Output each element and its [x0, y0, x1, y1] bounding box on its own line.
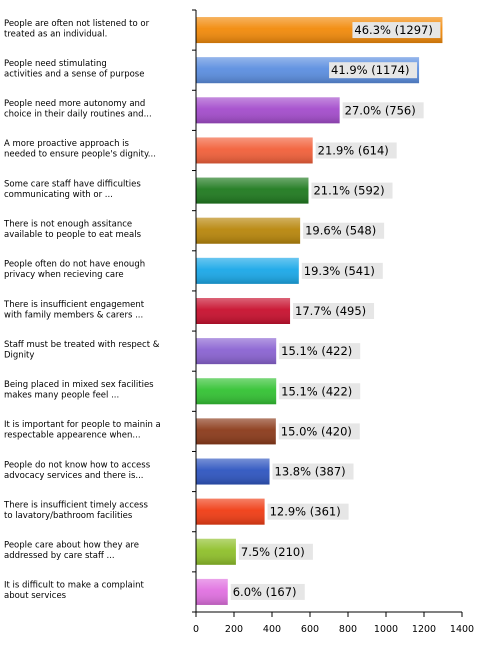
x-tick-label: 600: [301, 624, 319, 635]
category-label: available to people to eat meals: [4, 230, 142, 240]
category-label: There is insufficient engagement: [3, 300, 145, 310]
data-label-box: [272, 463, 354, 480]
data-label: 21.1% (592): [313, 184, 384, 198]
data-label-box: [342, 102, 424, 119]
category-label: addressed by care staff ...: [4, 551, 115, 561]
category-label: with family members & carers ...: [4, 310, 143, 320]
category-label: Being placed in mixed sex facilities: [4, 380, 154, 390]
data-label-box: [301, 262, 383, 279]
bar-shade: [196, 498, 265, 525]
x-tick-label: 800: [339, 624, 357, 635]
x-tick-label: 200: [225, 624, 243, 635]
category-label: There is insufficient timely access: [3, 500, 149, 510]
data-label: 46.3% (1297): [354, 23, 432, 37]
category-label: choice in their daily routines and...: [4, 110, 152, 120]
data-label: 19.6% (548): [305, 224, 376, 238]
category-label: It is important for people to mainin a: [4, 420, 161, 430]
data-label: 12.9% (361): [270, 505, 341, 519]
data-label: 21.9% (614): [318, 143, 389, 157]
data-label: 15.1% (422): [281, 344, 352, 358]
category-label: People do not know how to access: [4, 460, 151, 470]
bar-shade: [196, 177, 309, 204]
data-label-box: [279, 383, 361, 400]
x-tick-label: 400: [263, 624, 281, 635]
bar-shade: [196, 538, 236, 565]
category-label: It is difficult to make a complaint: [4, 581, 145, 591]
data-label: 15.0% (420): [281, 424, 352, 438]
category-label: privacy when recieving care: [4, 270, 124, 280]
category-label: People need stimulating: [4, 59, 107, 69]
data-label: 17.7% (495): [295, 304, 366, 318]
bar-shade: [196, 97, 340, 124]
bar-shade: [196, 217, 301, 244]
category-label: advocacy services and there is...: [4, 471, 143, 481]
bar-shade: [196, 338, 277, 365]
category-label: A more proactive approach is: [4, 139, 130, 149]
data-label-box: [315, 142, 397, 159]
data-label-box: [230, 583, 305, 600]
data-label: 19.3% (541): [304, 264, 375, 278]
data-label: 13.8% (387): [275, 465, 346, 479]
data-label: 15.1% (422): [281, 384, 352, 398]
category-label: treated as an individual.: [4, 29, 107, 39]
category-label: activities and a sense of purpose: [4, 69, 144, 79]
category-label: makes many people feel ...: [4, 391, 119, 401]
category-label: People often do not have enough: [4, 260, 145, 270]
data-label-box: [352, 22, 441, 39]
category-label: People are often not listened to or: [4, 19, 150, 29]
category-label: People need more autonomy and: [4, 99, 145, 109]
category-label: to lavatory/bathroom facilities: [4, 511, 133, 521]
data-label: 27.0% (756): [345, 103, 416, 117]
category-label: respectable appearence when...: [4, 431, 141, 441]
data-label-box: [311, 182, 393, 199]
x-tick-label: 1400: [450, 624, 474, 635]
data-label-box: [329, 62, 418, 79]
data-label-box: [279, 343, 361, 360]
category-label: Dignity: [4, 350, 34, 360]
category-label: Some care staff have difficulties: [4, 179, 141, 189]
data-label-box: [278, 423, 360, 440]
category-label: needed to ensure people's dignity...: [4, 150, 156, 160]
category-label: communicating with or ...: [4, 190, 113, 200]
x-tick-label: 1200: [412, 624, 436, 635]
x-tick-label: 1000: [374, 624, 398, 635]
bar-shade: [196, 257, 299, 284]
category-label: about services: [4, 591, 67, 601]
bar-shade: [196, 378, 277, 405]
data-label: 6.0% (167): [233, 585, 297, 599]
bar-shade: [196, 458, 270, 485]
data-label-box: [238, 543, 313, 560]
data-label-box: [303, 222, 385, 239]
data-label-box: [267, 503, 349, 520]
bar-shade: [196, 418, 276, 445]
data-label: 7.5% (210): [241, 545, 305, 559]
bar-shade: [196, 137, 313, 164]
data-label-box: [293, 303, 375, 319]
bar-shade: [196, 298, 291, 324]
x-tick-label: 0: [193, 624, 199, 635]
bar-shade: [196, 578, 228, 605]
data-label: 41.9% (1174): [331, 63, 409, 77]
category-label: There is not enough assitance: [3, 219, 132, 229]
category-label: Staff must be treated with respect &: [4, 340, 160, 350]
category-label: People care about how they are: [4, 541, 139, 551]
